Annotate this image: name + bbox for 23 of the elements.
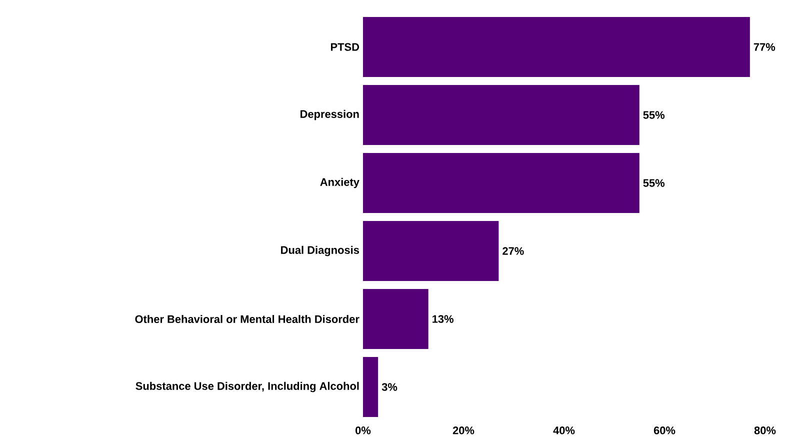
x-tick-label: 80%	[754, 426, 776, 434]
bar	[363, 85, 640, 146]
data-label: 3%	[382, 383, 398, 391]
x-tick-label: 20%	[452, 426, 474, 434]
bar	[363, 17, 750, 78]
data-label: 55%	[643, 111, 665, 119]
y-tick-label: Other Behavioral or Mental Health Disorder	[135, 314, 360, 324]
y-tick-label: PTSD	[330, 43, 360, 51]
bar	[363, 153, 640, 214]
bar	[363, 357, 378, 418]
data-label: 13%	[432, 315, 454, 323]
data-label: 27%	[502, 247, 524, 255]
x-tick-label: 0%	[356, 426, 371, 434]
x-tick-label: 40%	[553, 426, 575, 434]
y-tick-label: Dual Diagnosis	[281, 246, 360, 256]
y-tick-label: Substance Use Disorder, Including Alcohol	[136, 382, 359, 392]
bar	[363, 289, 428, 350]
y-tick-label: Depression	[300, 110, 359, 120]
bar	[363, 221, 499, 282]
y-tick-label: Anxiety	[320, 178, 360, 188]
data-label: 55%	[643, 179, 665, 187]
x-tick-label: 60%	[654, 426, 676, 434]
data-label: 77%	[754, 43, 776, 51]
